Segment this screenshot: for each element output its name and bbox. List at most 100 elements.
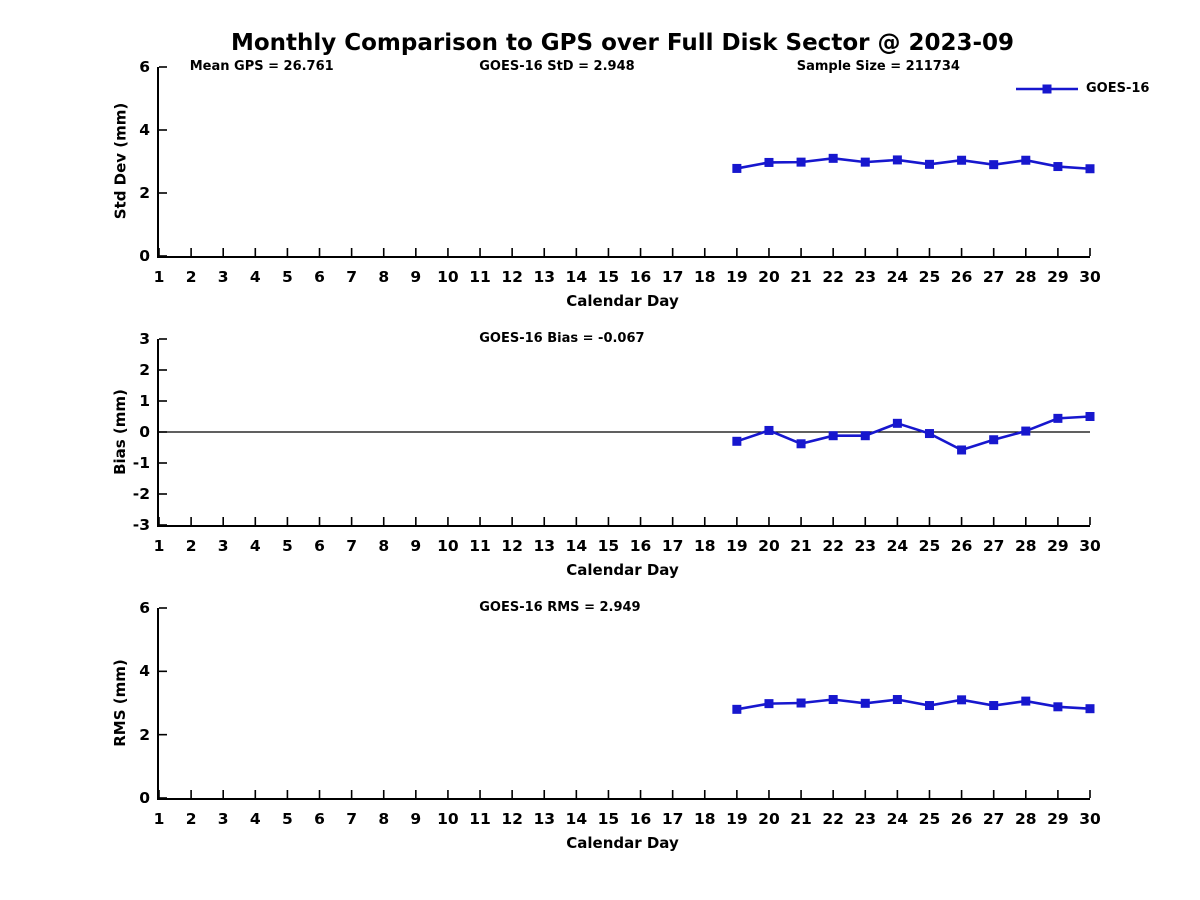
y-tick-label: 4 — [139, 662, 150, 681]
x-tick-label: 25 — [918, 537, 941, 555]
annotation-sample-size: Sample Size = 211734 — [796, 59, 960, 74]
stddev-chart-svg — [158, 66, 1095, 257]
x-tick-label: 29 — [1047, 537, 1069, 555]
x-tick-label: 6 — [314, 537, 325, 555]
x-tick-label: 8 — [378, 810, 390, 828]
goes16-line — [736, 698, 1091, 711]
goes16-marker — [989, 160, 999, 170]
y-tick-label: 2 — [139, 184, 150, 202]
x-tick-label: 30 — [1079, 537, 1101, 555]
x-tick-label: 24 — [886, 537, 909, 555]
x-tick-label: 30 — [1079, 268, 1101, 286]
goes16-marker — [1085, 164, 1095, 174]
x-tick-label: 21 — [790, 537, 812, 555]
x-tick-label: 11 — [469, 537, 491, 555]
goes16-marker — [1021, 155, 1031, 165]
goes16-marker — [764, 157, 774, 167]
x-tick-label: 15 — [597, 810, 620, 828]
x-tick-label: 9 — [410, 537, 422, 555]
x-tick-label: 17 — [661, 268, 684, 286]
x-tick-label: 28 — [1014, 268, 1037, 286]
y-tick-label: -3 — [132, 516, 150, 534]
x-tick-label: 9 — [410, 268, 422, 286]
legend-marker — [1042, 84, 1052, 94]
x-tick-label: 7 — [346, 537, 357, 555]
y-tick-label: 3 — [139, 330, 150, 348]
x-tick-label: 18 — [693, 810, 716, 828]
x-tick-label: 11 — [469, 268, 491, 286]
y-tick-label: 6 — [139, 58, 150, 76]
goes16-marker — [924, 429, 934, 439]
x-tick-label: 16 — [629, 537, 652, 555]
y-tick-label: 6 — [139, 599, 150, 617]
x-tick-label: 17 — [661, 810, 684, 828]
goes16-marker — [860, 698, 870, 708]
x-tick-label: 7 — [346, 268, 357, 286]
x-tick-label: 5 — [282, 810, 293, 828]
x-tick-label: 2 — [185, 268, 197, 286]
goes16-marker — [957, 445, 967, 455]
goes16-marker — [828, 695, 838, 705]
goes16-marker — [732, 163, 742, 173]
goes16-marker — [957, 695, 967, 705]
bias-x-tick-labels: 1 2 3 4 5 6 7 8 9 10 11 12 13 14 15 16 17 18 19 20 21 22 23 24 2… — [154, 537, 1101, 556]
x-tick-label: 15 — [597, 268, 620, 286]
x-tick-label: 22 — [822, 810, 844, 828]
x-tick-label: 7 — [346, 810, 357, 828]
x-tick-label: 19 — [726, 268, 748, 286]
goes16-marker — [796, 439, 806, 449]
x-tick-label: 27 — [982, 268, 1005, 286]
x-tick-label: 20 — [758, 537, 780, 555]
x-tick-label: 17 — [661, 537, 684, 555]
x-tick-label: 5 — [282, 537, 293, 555]
rms-y-tick-labels: 0 2 4 6 — [108, 599, 150, 807]
x-tick-label: 8 — [378, 268, 390, 286]
x-tick-label: 18 — [693, 268, 716, 286]
x-tick-label: 16 — [629, 268, 652, 286]
x-tick-label: 10 — [437, 537, 459, 555]
x-tick-label: 1 — [153, 810, 165, 828]
goes16-marker — [892, 695, 902, 705]
annotation-goes16-std: GOES-16 StD = 2.948 — [479, 59, 635, 74]
x-tick-label: 22 — [822, 268, 844, 286]
y-tick-label: 0 — [139, 247, 150, 265]
x-tick-label: 13 — [533, 810, 556, 828]
goes16-marker — [989, 435, 999, 445]
y-tick-label: 4 — [139, 121, 150, 139]
goes16-marker — [764, 425, 774, 435]
x-tick-label: 12 — [501, 537, 523, 555]
x-tick-label: 27 — [982, 537, 1005, 555]
stddev-x-axis-label: Calendar Day — [566, 292, 679, 310]
x-tick-label: 4 — [249, 268, 261, 286]
goes16-marker — [1085, 412, 1095, 421]
x-tick-label: 13 — [533, 537, 556, 555]
x-tick-label: 25 — [918, 810, 941, 828]
x-tick-label: 14 — [565, 268, 588, 286]
x-tick-label: 11 — [469, 810, 491, 828]
rms-x-axis-label: Calendar Day — [566, 834, 679, 852]
x-tick-label: 26 — [950, 268, 973, 286]
goes16-marker — [796, 157, 806, 167]
y-tick-label: 2 — [139, 725, 150, 744]
x-tick-label: 26 — [950, 537, 973, 555]
goes16-marker — [1053, 702, 1063, 712]
x-tick-label: 27 — [982, 810, 1005, 828]
x-tick-label: 8 — [378, 537, 390, 555]
legend-label: GOES-16 — [1086, 81, 1150, 96]
y-tick-label: 1 — [139, 392, 150, 410]
legend: GOES-16 — [1016, 82, 1149, 96]
x-tick-label: 23 — [854, 268, 877, 286]
x-tick-label: 28 — [1014, 537, 1037, 555]
x-tick-label: 24 — [886, 810, 909, 828]
stddev-panel: Mean GPS = 26.761 GOES-16 StD = 2.948 Sa… — [157, 60, 1095, 258]
x-tick-label: 19 — [726, 537, 748, 555]
x-tick-label: 30 — [1079, 810, 1101, 828]
bias-y-tick-labels: -3 -2 -1 0 1 2 3 — [108, 330, 150, 534]
x-tick-label: 29 — [1047, 268, 1069, 286]
annotation-goes16-rms: GOES-16 RMS = 2.949 — [479, 600, 641, 615]
rms-chart-svg — [158, 607, 1095, 799]
rms-panel: GOES-16 RMS = 2.949 — [157, 601, 1095, 800]
x-tick-label: 16 — [629, 810, 652, 828]
goes16-marker — [732, 704, 742, 714]
